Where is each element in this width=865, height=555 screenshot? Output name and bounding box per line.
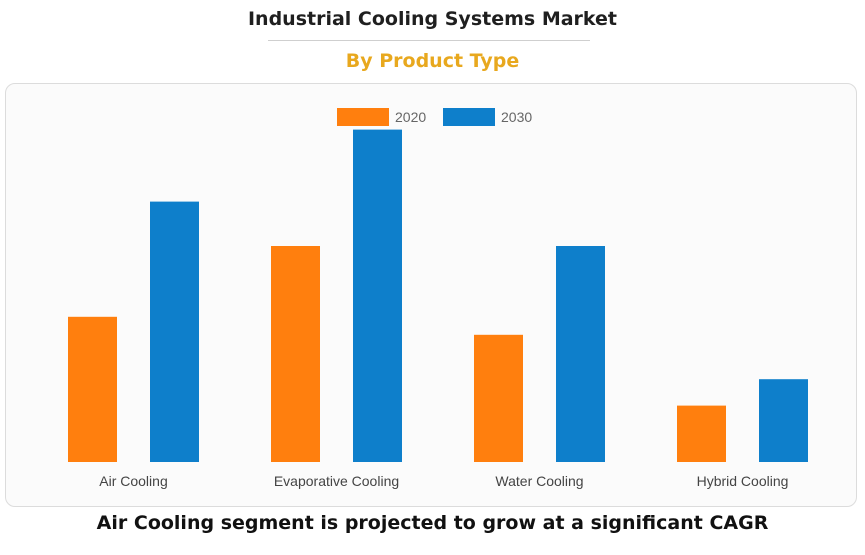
bar-air-cooling-2020[interactable] (68, 316, 117, 462)
legend-swatch-2020 (337, 108, 389, 126)
legend-label-2030: 2030 (501, 109, 532, 125)
chart-subtitle: By Product Type (345, 50, 520, 72)
bar-evaporative-cooling-2020[interactable] (271, 246, 320, 462)
bar-chart: 2020 2030 Air Cooling Evaporative Cooling Wa… (68, 108, 808, 489)
bar-water-cooling-2020[interactable] (474, 334, 523, 462)
bar-hybrid-cooling-2030[interactable] (759, 379, 808, 462)
x-tick-label: Air Cooling (99, 473, 167, 489)
x-tick-label: Hybrid Cooling (697, 473, 789, 489)
chart-caption: Air Cooling segment is projected to grow… (96, 512, 769, 534)
legend-label-2020: 2020 (395, 109, 426, 125)
bar-air-cooling-2030[interactable] (150, 201, 199, 462)
x-tick-label: Evaporative Cooling (274, 473, 399, 489)
x-tick-label: Water Cooling (495, 473, 583, 489)
legend-swatch-2030 (443, 108, 495, 126)
bar-hybrid-cooling-2020[interactable] (677, 405, 726, 462)
chart-title: Industrial Cooling Systems Market (247, 8, 618, 30)
bar-evaporative-cooling-2030[interactable] (353, 129, 402, 462)
bar-water-cooling-2030[interactable] (556, 246, 605, 462)
chart-panel: 2020 2030 Air Cooling Evaporative Cooling Wa… (5, 83, 857, 507)
title-divider (268, 40, 590, 41)
